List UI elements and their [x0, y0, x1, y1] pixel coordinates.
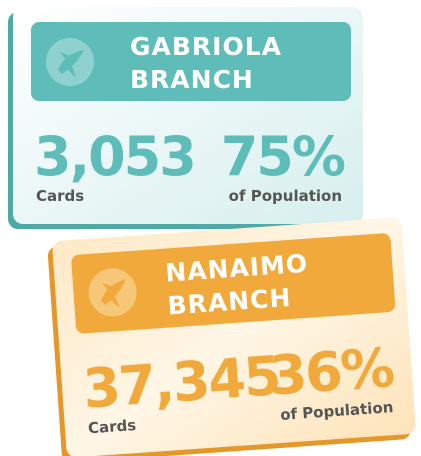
icon-bird: [58, 50, 84, 78]
branch-name: GABRIOLA: [130, 32, 282, 61]
card-count-label: Cards: [87, 416, 136, 437]
card-header: [31, 22, 351, 101]
percent-label: of Population: [229, 187, 342, 205]
branch-name: BRANCH: [130, 65, 254, 94]
percent: 75%: [221, 125, 345, 188]
branch-card: GABRIOLA BRANCH 3,053 Cards 75% of Popul…: [8, 7, 363, 229]
branch-card: NANAIMO BRANCH 37,345 Cards 36% of Popul…: [47, 217, 416, 456]
percent: 36%: [267, 336, 395, 408]
card-header: [71, 233, 396, 334]
card-count: 37,345: [81, 344, 281, 421]
card-count-label: Cards: [36, 187, 84, 205]
card-count: 3,053: [34, 125, 195, 188]
icon-bird: [101, 279, 126, 308]
